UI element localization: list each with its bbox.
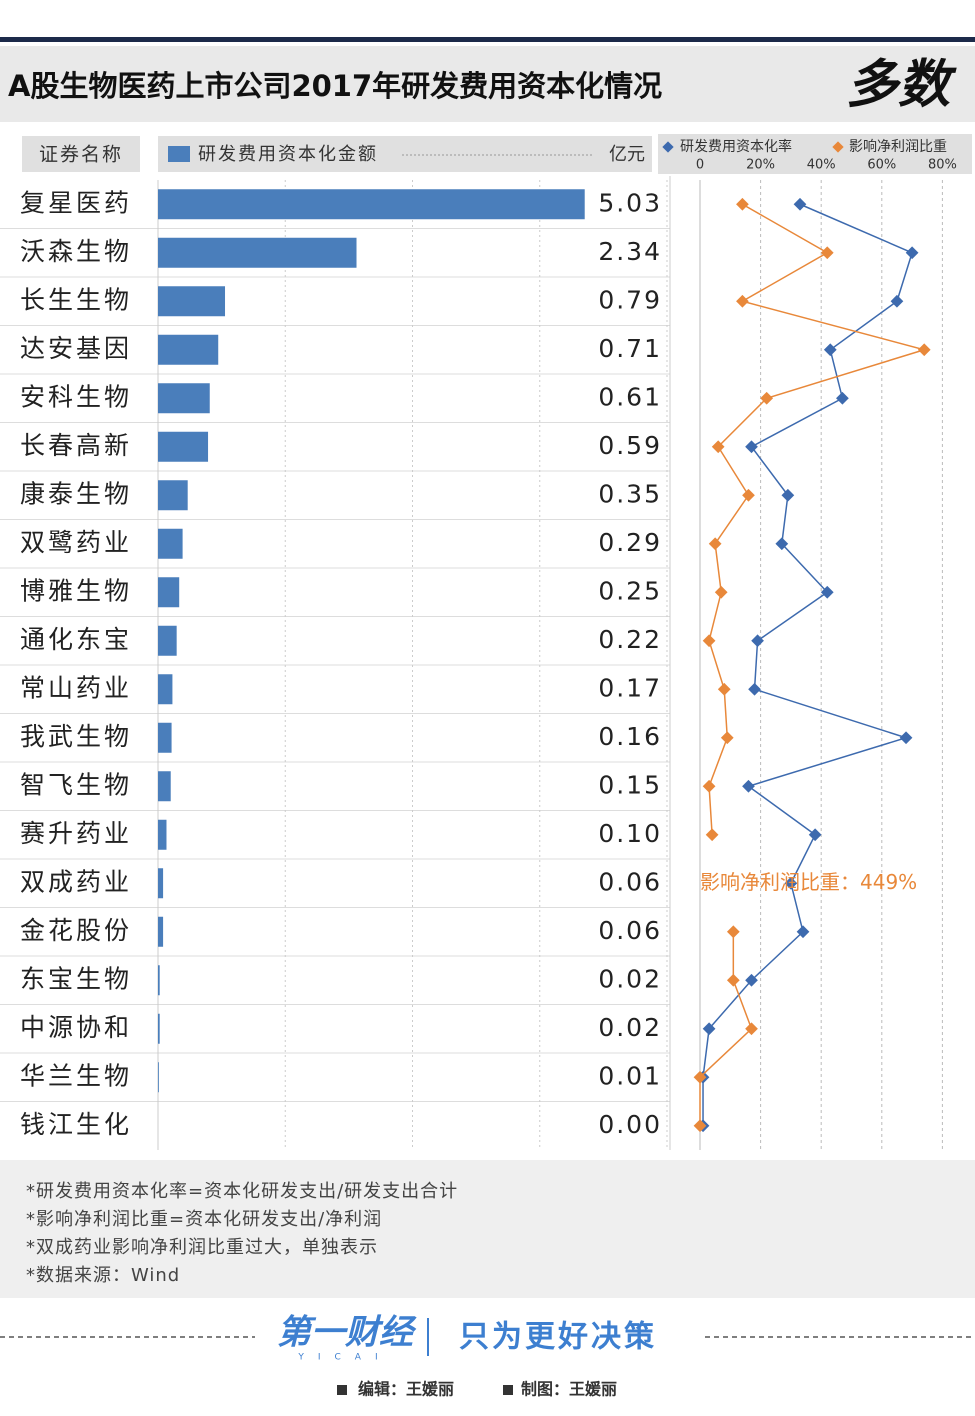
x-tick-label: 80% bbox=[928, 158, 957, 173]
note: *数据来源：Wind bbox=[26, 1265, 180, 1286]
brand-sub: YICAI bbox=[297, 1353, 391, 1363]
designer: 制图：王媛丽 bbox=[521, 1380, 617, 1399]
value-label: 2.34 bbox=[598, 237, 662, 266]
bar bbox=[158, 480, 188, 511]
category-label: 康泰生物 bbox=[20, 479, 132, 508]
bar bbox=[158, 189, 585, 220]
bullet bbox=[503, 1385, 513, 1395]
bar bbox=[158, 334, 219, 365]
value-label: 0.25 bbox=[598, 576, 662, 605]
bar bbox=[158, 771, 171, 802]
legend-box bbox=[158, 136, 652, 172]
bar bbox=[158, 431, 209, 462]
annotation: 影响净利润比重：449% bbox=[700, 870, 917, 894]
slogan: 只为更好决策 bbox=[459, 1320, 657, 1355]
bar bbox=[158, 1062, 159, 1093]
note: *研发费用资本化率=资本化研发支出/研发支出合计 bbox=[26, 1181, 458, 1202]
value-label: 5.03 bbox=[598, 188, 662, 217]
bar bbox=[158, 868, 164, 899]
bar bbox=[158, 625, 177, 656]
category-label: 赛升药业 bbox=[20, 819, 132, 848]
category-label: 通化东宝 bbox=[20, 625, 132, 654]
category-label: 沃森生物 bbox=[20, 237, 132, 266]
category-label: 华兰生物 bbox=[20, 1061, 132, 1090]
note: *双成药业影响净利润比重过大，单独表示 bbox=[26, 1237, 378, 1258]
value-label: 0.15 bbox=[598, 770, 662, 799]
value-label: 0.61 bbox=[598, 382, 662, 411]
logo: 多数 bbox=[846, 55, 957, 115]
bar bbox=[158, 1013, 160, 1044]
category-header: 证券名称 bbox=[39, 144, 123, 166]
category-label: 东宝生物 bbox=[20, 964, 132, 993]
category-label: 长春高新 bbox=[20, 431, 132, 460]
note: *影响净利润比重=资本化研发支出/净利润 bbox=[26, 1209, 382, 1230]
bar bbox=[158, 286, 226, 317]
bullet bbox=[337, 1385, 347, 1395]
value-label: 0.06 bbox=[598, 916, 662, 945]
value-label: 0.16 bbox=[598, 722, 662, 751]
category-label: 金花股份 bbox=[20, 916, 132, 945]
bar bbox=[158, 237, 357, 268]
legend-label: 研发费用资本化金额 bbox=[198, 144, 378, 165]
value-label: 0.00 bbox=[598, 1110, 662, 1139]
x-tick-label: 20% bbox=[746, 158, 775, 173]
name-header-box bbox=[22, 136, 140, 172]
value-label: 0.22 bbox=[598, 625, 662, 654]
legend-marker bbox=[662, 141, 674, 153]
notes-band bbox=[0, 1160, 975, 1298]
category-label: 钱江生化 bbox=[20, 1110, 132, 1139]
series-line bbox=[702, 203, 914, 1126]
category-label: 安科生物 bbox=[20, 382, 132, 411]
legend-marker bbox=[832, 141, 844, 153]
bar bbox=[158, 819, 167, 850]
editor: 编辑：王媛丽 bbox=[358, 1380, 454, 1399]
x-tick-label: 0 bbox=[696, 158, 704, 173]
unit-label: 亿元 bbox=[609, 144, 645, 165]
value-label: 0.10 bbox=[598, 819, 662, 848]
top-rule bbox=[0, 37, 975, 42]
notes: *研发费用资本化率=资本化研发支出/研发支出合计 *影响净利润比重=资本化研发支出… bbox=[26, 1181, 458, 1286]
category-label: 双鹭药业 bbox=[20, 528, 132, 557]
bar bbox=[158, 528, 183, 559]
category-label: 达安基因 bbox=[20, 334, 132, 363]
value-label: 0.06 bbox=[598, 867, 662, 896]
bar bbox=[158, 577, 180, 608]
value-label: 0.59 bbox=[598, 431, 662, 460]
category-label: 智飞生物 bbox=[20, 770, 132, 799]
category-label: 我武生物 bbox=[20, 722, 132, 751]
bar bbox=[158, 965, 160, 996]
bar bbox=[158, 916, 164, 947]
brand: 第一财经 bbox=[277, 1313, 417, 1353]
title: A股生物医药上市公司2017年研发费用资本化情况 bbox=[8, 69, 662, 103]
legend-label: 影响净利润比重 bbox=[849, 139, 947, 155]
series-line bbox=[708, 203, 927, 835]
category-label: 复星医药 bbox=[20, 188, 132, 217]
right-legend-box bbox=[658, 134, 972, 174]
x-tick-label: 40% bbox=[807, 158, 836, 173]
value-label: 0.79 bbox=[598, 285, 662, 314]
bar bbox=[158, 383, 210, 414]
value-label: 0.01 bbox=[598, 1061, 662, 1090]
category-label: 双成药业 bbox=[20, 867, 132, 896]
value-label: 0.17 bbox=[598, 673, 662, 702]
category-label: 常山药业 bbox=[20, 673, 132, 702]
title-band bbox=[0, 46, 975, 122]
legend-label: 研发费用资本化率 bbox=[680, 138, 792, 155]
x-tick-label: 60% bbox=[867, 158, 896, 173]
bar bbox=[158, 722, 172, 753]
category-label: 博雅生物 bbox=[20, 576, 132, 605]
value-label: 0.02 bbox=[598, 964, 662, 993]
value-label: 0.29 bbox=[598, 528, 662, 557]
category-label: 长生生物 bbox=[20, 285, 132, 314]
value-label: 0.35 bbox=[598, 479, 662, 508]
value-label: 0.71 bbox=[598, 334, 662, 363]
legend-swatch bbox=[168, 146, 190, 162]
category-label: 中源协和 bbox=[20, 1013, 132, 1042]
bar bbox=[158, 674, 173, 705]
value-label: 0.02 bbox=[598, 1013, 662, 1042]
